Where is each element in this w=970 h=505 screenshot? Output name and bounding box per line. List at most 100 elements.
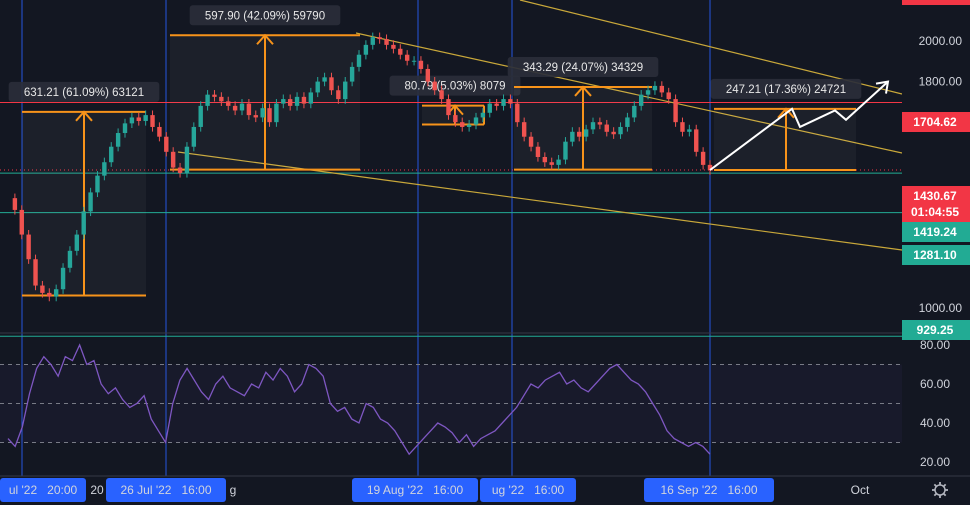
price-tag-label-5: 929.25	[917, 323, 954, 337]
candle-body	[301, 96, 307, 104]
price-tag-bg-1	[902, 186, 970, 206]
candle-body	[707, 164, 713, 171]
candle-body	[294, 96, 300, 106]
candle-body	[356, 54, 362, 67]
candle-body	[191, 126, 197, 147]
candle-body	[164, 136, 169, 152]
rsi-tick-label-1: 60.00	[920, 377, 950, 391]
candle-body	[370, 37, 375, 45]
candle-body	[40, 285, 45, 293]
candle-body	[521, 122, 527, 137]
measurement-arrow-head	[256, 33, 274, 45]
measurement-label-bg	[189, 5, 341, 26]
candle-body	[109, 146, 114, 163]
candle-body	[680, 122, 685, 132]
top-price-tag	[902, 0, 970, 5]
measurement-label-bg	[710, 78, 862, 99]
candle-body	[239, 103, 245, 111]
candle-body	[528, 136, 534, 147]
candle-body	[212, 94, 217, 97]
time-label-bg-5	[480, 478, 576, 502]
candle-body	[33, 259, 38, 286]
candle-body	[26, 234, 31, 260]
candle-body	[473, 117, 479, 125]
time-label-bg-6	[644, 478, 774, 502]
middle-channel-line	[355, 32, 903, 154]
candle-body	[246, 103, 252, 116]
gear-tooth	[933, 483, 937, 487]
price-tag-bg-4	[902, 245, 970, 265]
candle-body	[425, 68, 431, 82]
candle-body	[625, 117, 630, 127]
measurement-box	[422, 105, 484, 125]
candle-body	[563, 141, 568, 160]
candle-body	[439, 90, 444, 100]
measurement-arrow-head	[75, 110, 93, 122]
projection-path	[709, 80, 889, 171]
candle-body	[694, 129, 699, 152]
candle-body	[700, 151, 706, 165]
price-tag-label-0: 1704.62	[913, 115, 957, 129]
candle-body	[480, 112, 486, 118]
candle-body	[666, 92, 671, 100]
time-label-4: 19 Aug '22 16:00	[367, 483, 464, 497]
lower-channel-line	[177, 151, 903, 251]
candle-body	[205, 94, 210, 106]
measurement-label-bg	[8, 81, 160, 102]
gear-tooth	[943, 493, 947, 497]
gear-tooth	[933, 493, 937, 497]
measurement-arrow-head	[777, 107, 795, 119]
candle-body	[81, 211, 86, 235]
measurement-4: 247.21 (17.36%) 24721	[710, 78, 862, 172]
candle-body	[432, 81, 437, 91]
candle-body	[542, 156, 548, 163]
measurement-label-bg	[507, 56, 659, 77]
candle-body	[60, 267, 66, 290]
gear-ring	[934, 484, 946, 496]
candle-body	[226, 101, 231, 106]
candle-body	[308, 92, 314, 104]
candle-body	[638, 94, 644, 106]
measurement-label: 597.90 (42.09%) 59790	[205, 10, 325, 22]
candle-body	[322, 77, 327, 82]
time-label-1: 20	[90, 483, 104, 497]
candle-body	[570, 131, 575, 142]
candle-body	[19, 209, 24, 235]
measurement-label: 247.21 (17.36%) 24721	[726, 84, 846, 96]
candle-body	[453, 115, 458, 123]
candle-body	[618, 126, 623, 135]
rsi-tick-label-0: 80.00	[920, 338, 950, 352]
candle-body	[260, 108, 265, 118]
candle-body	[115, 133, 121, 147]
candle-body	[398, 48, 403, 55]
candle-body	[74, 234, 80, 251]
candle-body	[184, 146, 190, 173]
candle-body	[487, 103, 492, 113]
candle-body	[47, 292, 52, 297]
candle-body	[287, 99, 293, 106]
price-tag-label-2: 01:04:55	[911, 205, 959, 219]
measurement-label-bg	[389, 75, 521, 96]
candle-body	[535, 146, 541, 157]
candle-body	[611, 131, 616, 135]
candle-body	[267, 108, 272, 123]
time-label-0: ul '22 20:00	[9, 483, 78, 497]
price-tick-label-1: 1800.00	[919, 75, 963, 89]
candle-body	[377, 37, 382, 40]
settings-gear-icon[interactable]	[932, 482, 948, 498]
time-label-3: g	[230, 483, 237, 497]
candle-body	[466, 124, 472, 127]
candle-body	[343, 81, 348, 100]
candle-body	[281, 99, 286, 104]
candle-body	[556, 159, 561, 165]
rsi-tick-label-2: 40.00	[920, 416, 950, 430]
measurement-1: 597.90 (42.09%) 59790	[170, 5, 360, 171]
rsi-tick-label-3: 20.00	[920, 455, 950, 469]
time-label-6: 16 Sep '22 16:00	[660, 483, 757, 497]
candle-body	[515, 103, 520, 123]
measurement-arrow-head	[574, 85, 592, 97]
candle-body	[384, 39, 389, 45]
candle-body	[604, 124, 609, 132]
